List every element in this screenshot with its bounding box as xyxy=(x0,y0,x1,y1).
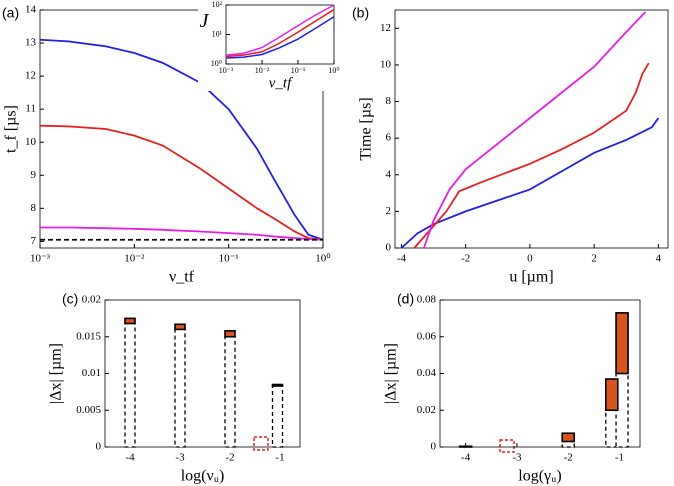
axes-frame xyxy=(394,9,669,249)
x-axis-label: ν_tf xyxy=(269,75,293,91)
y-tick-label: 10 xyxy=(25,136,37,148)
x-axis-label: ν_tf xyxy=(169,269,195,286)
x-tick-label: 10⁻¹ xyxy=(219,253,239,265)
bar-segment xyxy=(224,336,236,448)
y-axis-label: |Δx| [µm] xyxy=(48,343,65,404)
y-tick-label: 8 xyxy=(386,95,392,107)
bar-segment xyxy=(174,323,186,331)
x-tick-label: -2 xyxy=(461,253,470,265)
x-tick-label: -2 xyxy=(564,452,573,464)
line xyxy=(413,62,650,249)
bar-segment xyxy=(604,378,619,412)
x-tick-label: -1 xyxy=(275,452,284,464)
x-tick-label: 2 xyxy=(591,253,597,265)
bar-segment xyxy=(615,312,629,375)
y-tick-label: 12 xyxy=(380,22,391,34)
bar-segment xyxy=(271,383,284,387)
line xyxy=(39,124,324,241)
bar-segment xyxy=(174,328,186,448)
y-tick-label: 0.005 xyxy=(76,404,101,416)
line xyxy=(39,38,324,241)
y-tick-label: 4 xyxy=(386,168,392,180)
x-tick-label: -4 xyxy=(125,452,135,464)
highlight-box xyxy=(499,439,515,453)
bar-segment xyxy=(561,432,576,443)
x-tick-label: 0 xyxy=(527,253,533,265)
y-tick-label: 0.02 xyxy=(82,294,101,306)
y-axis-label: t_f [µs] xyxy=(3,105,20,153)
x-axis-label: log(νᵤ) xyxy=(181,468,225,485)
x-tick-label: 10⁻² xyxy=(124,253,145,265)
y-tick-label: 6 xyxy=(386,132,392,144)
y-tick-label: 10² xyxy=(212,0,223,9)
y-tick-label: 0.01 xyxy=(82,367,101,379)
y-tick-label: 0.015 xyxy=(76,330,101,342)
y-tick-label: 12 xyxy=(25,70,36,82)
x-tick-label: 10⁻² xyxy=(255,66,270,75)
y-tick-label: 10⁰ xyxy=(211,59,222,68)
y-tick-label: 10¹ xyxy=(212,29,223,38)
x-tick-label: -1 xyxy=(615,452,624,464)
x-tick-label: 10⁰ xyxy=(328,66,339,75)
y-tick-label: 8 xyxy=(31,202,37,214)
line xyxy=(225,16,335,59)
line xyxy=(40,226,324,241)
bar-segment xyxy=(458,445,473,448)
y-tick-label: 0 xyxy=(96,441,102,453)
x-tick-label: 10⁰ xyxy=(315,253,331,265)
line xyxy=(225,4,335,56)
x-axis-label: log(γᵤ) xyxy=(518,468,561,485)
y-tick-label: 0.06 xyxy=(417,330,437,342)
bar-segment xyxy=(224,330,236,338)
x-axis-label: u [µm] xyxy=(509,269,553,286)
y-axis-label: |Δx| [µm] xyxy=(383,343,400,404)
y-tick-label: 0 xyxy=(386,242,392,254)
y-tick-label: 9 xyxy=(31,169,37,181)
x-tick-label: 10⁻³ xyxy=(219,66,234,75)
x-tick-label: -3 xyxy=(175,452,185,464)
y-tick-label: 0.04 xyxy=(417,367,437,379)
line xyxy=(225,8,335,58)
y-tick-label: 0 xyxy=(431,441,437,453)
y-axis-label: J xyxy=(200,10,210,32)
panel-label: (c) xyxy=(62,291,78,307)
axes-frame xyxy=(39,9,324,249)
bar-segment xyxy=(124,322,136,448)
line xyxy=(400,117,660,249)
highlight-box xyxy=(253,436,269,451)
y-tick-label: 0.02 xyxy=(417,404,436,416)
x-tick-label: -2 xyxy=(225,452,234,464)
x-tick-label: -4 xyxy=(461,452,471,464)
y-tick-label: 11 xyxy=(25,103,36,115)
line xyxy=(423,11,647,249)
panel-label: (a) xyxy=(2,5,19,21)
panel-label: (d) xyxy=(397,291,414,307)
bar-segment xyxy=(124,317,136,325)
bar-segment xyxy=(271,385,284,448)
y-tick-label: 0.08 xyxy=(417,294,437,306)
y-axis-label: Time [µs] xyxy=(358,97,375,160)
x-tick-label: 10⁻³ xyxy=(30,253,51,265)
panel-label: (b) xyxy=(352,5,369,21)
bar-segment xyxy=(561,440,575,448)
y-tick-label: 2 xyxy=(386,205,392,217)
y-tick-label: 7 xyxy=(31,235,37,247)
x-tick-label: -3 xyxy=(512,452,522,464)
y-tick-label: 14 xyxy=(25,4,37,16)
y-tick-label: 13 xyxy=(25,37,37,49)
x-tick-label: -4 xyxy=(397,253,407,265)
y-tick-label: 10 xyxy=(380,58,392,70)
x-tick-label: 4 xyxy=(656,253,662,265)
x-tick-label: 10⁻¹ xyxy=(291,66,306,75)
